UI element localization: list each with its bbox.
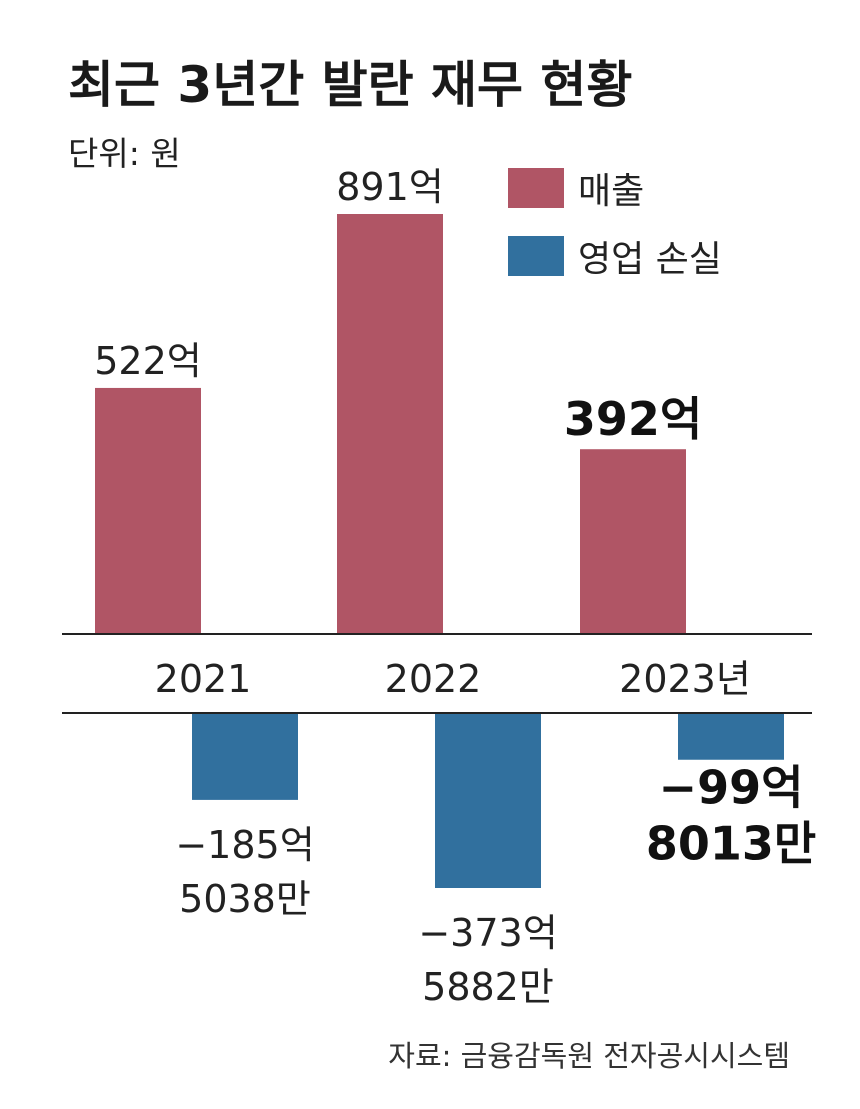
x-tick-0: 2021	[155, 657, 252, 701]
data-labels: 522억 −185억 5038만 891억 −373억 5882만 392억 −99억8013…	[94, 165, 816, 1009]
revenue-label-0: 522억	[94, 339, 202, 383]
unit-label: 단위: 원	[68, 134, 181, 173]
operating-loss-bar-2	[678, 713, 784, 760]
revenue-bar-2	[580, 449, 686, 634]
revenue-label-2: 392억	[564, 392, 702, 446]
operating-loss-label-0-0: −185억	[175, 823, 314, 867]
operating-loss-label-1-0: −373억	[418, 911, 557, 955]
source-note: 자료: 금융감독원 전자공시시스템	[388, 1039, 790, 1073]
revenue-bar-1	[337, 214, 443, 634]
x-tick-1: 2022	[385, 657, 482, 701]
operating-loss-bars	[192, 713, 784, 888]
legend-swatch-operating-loss	[508, 236, 564, 276]
operating-loss-label-0-1: 5038만	[179, 877, 311, 921]
chart-title: 최근 3년간 발란 재무 현황	[68, 56, 632, 114]
operating-loss-label-1-1: 5882만	[422, 965, 554, 1009]
x-tick-2: 2023년	[619, 657, 751, 701]
legend-label-operating-loss: 영업 손실	[578, 239, 722, 280]
legend-label-revenue: 매출	[578, 171, 644, 212]
legend-swatch-revenue	[508, 168, 564, 208]
revenue-bars	[95, 214, 686, 634]
operating-loss-bar-1	[435, 713, 541, 888]
operating-loss-label-2-0: −99억	[659, 761, 804, 815]
x-axis-ticks: 2021 2022 2023년	[155, 657, 751, 701]
operating-loss-bar-0	[192, 713, 298, 800]
revenue-bar-0	[95, 387, 201, 634]
legend: 매출 영업 손실	[508, 168, 722, 280]
revenue-label-1: 891억	[336, 165, 444, 209]
operating-loss-label-2-1: 8013만	[646, 817, 816, 871]
